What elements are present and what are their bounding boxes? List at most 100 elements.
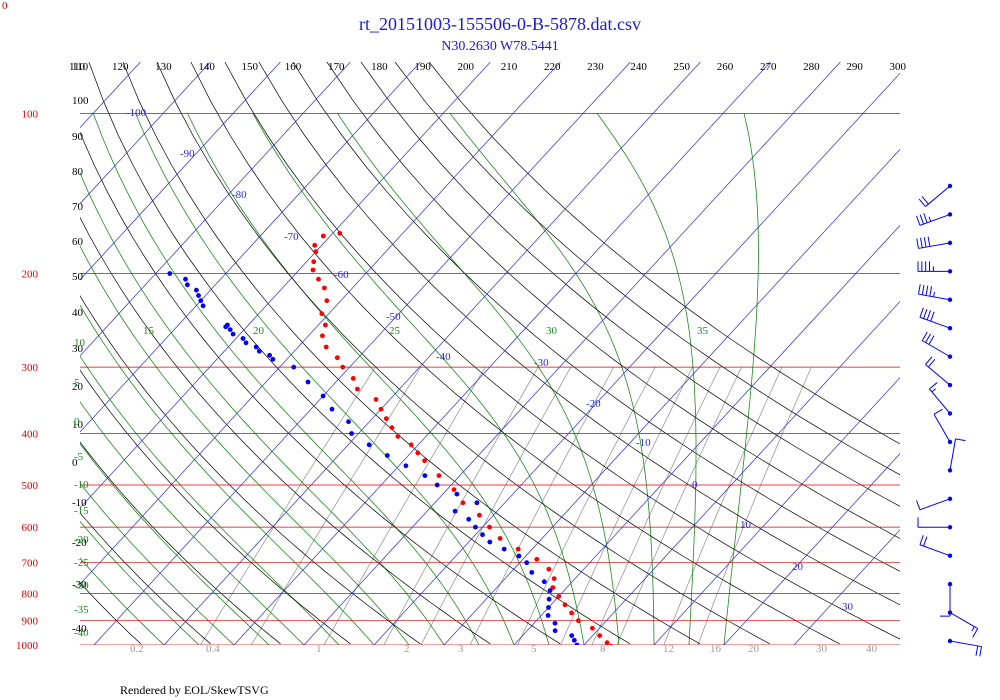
dewpoint-point: [320, 393, 326, 399]
isotherm-label: -100: [126, 107, 147, 119]
moist-adiabat-line: [337, 113, 620, 645]
wind-barb-flag: [928, 335, 935, 345]
dewpoint-point: [243, 340, 249, 346]
isotherm-label: 0: [692, 479, 698, 491]
dry-adiabat-line: [326, 62, 900, 539]
wind-barb-staff: [922, 340, 951, 358]
wind-barb: [917, 517, 953, 530]
isotherm-line: [93, 62, 631, 645]
temperature-point: [597, 633, 603, 638]
wind-barb-staff: [925, 185, 951, 207]
top-axis-label: 290: [846, 61, 863, 73]
temperature-point: [576, 618, 581, 624]
wind-barb: [929, 382, 953, 416]
pressure-label: 100: [22, 109, 39, 121]
top-axis-label: 250: [674, 61, 691, 73]
moist-adiabat-line: [135, 113, 515, 645]
top-axis-label: 110: [69, 61, 86, 73]
chart-subtitle: N30.2630 W78.5441: [441, 39, 559, 54]
dry-adiabat-label: 20: [72, 381, 84, 393]
isotherm-label: -20: [586, 398, 601, 410]
wind-barb-staff: [919, 544, 951, 557]
moist-adiabat-line: [80, 557, 165, 645]
temperature-point: [324, 298, 330, 304]
top-axis-label: 160: [285, 61, 302, 73]
pressure-label: 200: [22, 269, 39, 281]
dewpoint-point: [305, 379, 311, 385]
dewpoint-point: [253, 344, 259, 350]
mixing-ratio-label: 5: [531, 643, 537, 655]
wind-barb-flag: [972, 628, 979, 638]
wind-barb: [919, 307, 953, 331]
dry-adiabat-label: -30: [72, 579, 87, 591]
dewpoint-point: [403, 463, 409, 469]
wind-barb-flag: [927, 236, 931, 247]
dewpoint-point: [541, 579, 547, 585]
dewpoint-point: [516, 553, 522, 559]
wind-barb-flag: [919, 535, 924, 545]
temperature-point: [316, 276, 321, 282]
dewpoint-point: [552, 628, 558, 634]
moist-adiabat-label: -35: [74, 604, 89, 616]
dewpoint-point: [198, 298, 204, 304]
dewpoint-point: [434, 482, 440, 488]
top-axis-label: 180: [371, 61, 388, 73]
temperature-point: [323, 322, 328, 328]
wind-barb-flag: [923, 536, 928, 547]
temperature-point: [451, 487, 457, 492]
dry-adiabat-label: 110: [72, 61, 89, 73]
dewpoint-point: [487, 539, 493, 545]
mixing-ratio-label: 40: [866, 643, 878, 655]
wind-barb-staff: [949, 612, 978, 629]
wind-barb-flag: [918, 198, 926, 207]
data-series: [167, 230, 613, 645]
top-axis-label: 260: [717, 61, 734, 73]
dry-adiabat-line: [80, 295, 421, 645]
dewpoint-point: [230, 331, 236, 337]
top-axis-label: 270: [760, 61, 777, 73]
temperature-point: [546, 566, 552, 572]
dewpoint-point: [240, 336, 246, 341]
pressure-label: 800: [22, 588, 39, 600]
temperature-point: [604, 640, 610, 645]
isotherm-label: -60: [334, 269, 349, 281]
dry-adiabat-line: [80, 216, 491, 645]
mixing-ratio-label: 12: [663, 643, 674, 655]
temperature-point: [337, 230, 343, 236]
temperature-point: [590, 625, 595, 631]
mixing-ratio-line: [616, 366, 742, 645]
pressure-label: 700: [22, 558, 39, 570]
wind-barb: [917, 261, 953, 274]
isotherm-line: [80, 62, 211, 205]
temperature-point: [355, 386, 360, 392]
dry-adiabat-label: 100: [72, 95, 89, 107]
wind-barb-flag: [916, 238, 919, 249]
temperature-point: [383, 416, 389, 421]
isotherm-label: -90: [180, 148, 195, 160]
dry-adiabat-label: 90: [72, 131, 84, 143]
dewpoint-point: [454, 491, 460, 497]
wind-barb: [918, 183, 953, 207]
dewpoint-point: [223, 324, 229, 330]
dewpoint-point: [466, 516, 472, 522]
dewpoint-point: [529, 570, 535, 575]
mixing-ratio-label: 16: [710, 643, 722, 655]
wind-barb: [925, 356, 953, 388]
moist-adiabat-line: [80, 304, 375, 645]
mixing-ratio-label: 0.4: [206, 643, 220, 655]
dry-adiabat-label: -40: [72, 623, 87, 635]
top-axis-label: 300: [890, 61, 907, 73]
dry-adiabat-label: 30: [72, 343, 84, 355]
isotherm-line: [653, 377, 900, 645]
dewpoint-point: [480, 532, 485, 538]
wind-barb-staff: [933, 413, 951, 443]
isotherm-line: [80, 62, 561, 585]
pressure-label: 900: [22, 616, 39, 628]
dry-adiabat-line: [394, 62, 900, 476]
wind-barb-flag: [923, 237, 927, 248]
wind-barb-staff: [949, 438, 957, 471]
dry-adiabat-line: [88, 62, 631, 645]
moist-adiabat-label: 25: [389, 325, 401, 337]
wind-barb: [947, 610, 979, 638]
